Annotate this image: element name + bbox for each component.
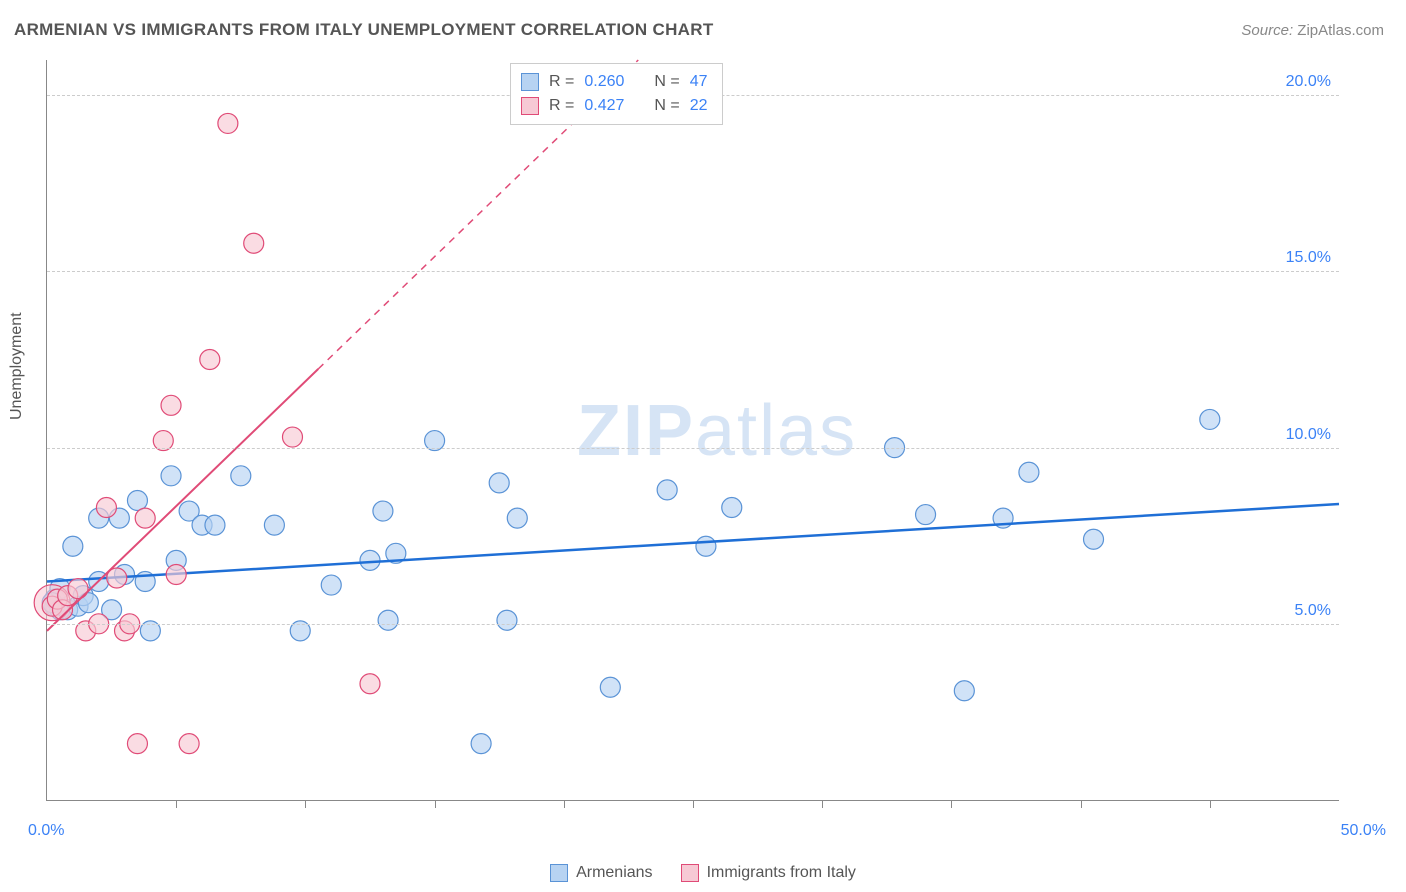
x-tick [1210,800,1211,808]
gridline [47,448,1339,449]
legend-swatch [550,864,568,882]
legend-swatch [521,97,539,115]
stats-legend-row: R = 0.260 N = 47 [521,70,708,94]
stats-legend-row: R = 0.427 N = 22 [521,94,708,118]
legend-label: Armenians [576,864,652,882]
r-value: 0.260 [584,73,624,91]
y-tick-label: 10.0% [1286,426,1331,444]
x-tick [1081,800,1082,808]
legend-swatch [681,864,699,882]
x-tick [435,800,436,808]
bottom-legend-item: Immigrants from Italy [681,864,856,882]
gridline [47,624,1339,625]
legend-label: Immigrants from Italy [707,864,856,882]
r-label: R = [549,73,574,91]
scatter-chart-svg [47,60,1339,800]
bottom-legend-item: Armenians [550,864,652,882]
source-label: Source: [1241,22,1293,39]
gridline [47,271,1339,272]
page-root: ARMENIAN VS IMMIGRANTS FROM ITALY UNEMPL… [0,0,1406,892]
n-value: 47 [690,73,708,91]
stats-legend-box: R = 0.260 N = 47 R = 0.427 N = 22 [510,63,723,125]
y-axis-label: Unemployment [8,312,26,420]
plot-area: ZIPatlas 5.0%10.0%15.0%20.0% [46,60,1339,801]
x-tick [564,800,565,808]
legend-swatch [521,73,539,91]
chart-title: ARMENIAN VS IMMIGRANTS FROM ITALY UNEMPL… [14,20,714,40]
r-value: 0.427 [584,97,624,115]
x-tick [305,800,306,808]
x-tick [176,800,177,808]
source-attribution: Source: ZipAtlas.com [1241,22,1384,39]
n-label: N = [654,97,679,115]
y-tick-label: 5.0% [1295,602,1331,620]
source-name: ZipAtlas.com [1297,22,1384,39]
y-tick-label: 20.0% [1286,73,1331,91]
r-label: R = [549,97,574,115]
x-axis-origin-label: 0.0% [28,822,64,840]
bottom-legend: Armenians Immigrants from Italy [0,864,1406,882]
x-axis-max-label: 50.0% [1341,822,1386,840]
n-label: N = [654,73,679,91]
y-tick-label: 15.0% [1286,249,1331,267]
n-value: 22 [690,97,708,115]
x-tick [693,800,694,808]
x-tick [822,800,823,808]
x-tick [951,800,952,808]
